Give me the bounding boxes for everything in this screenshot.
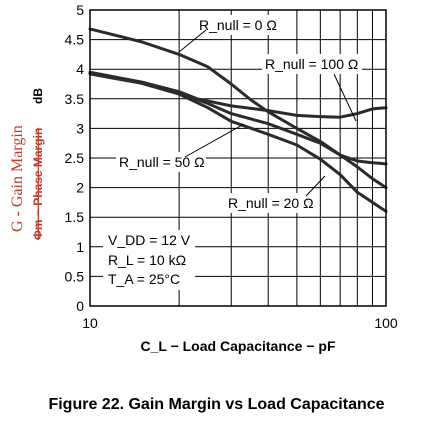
condition-rl: R_L = 10 kΩ: [108, 252, 186, 268]
condition-ta: T_A = 25°C: [108, 271, 180, 287]
y-tick-label: 0.5: [65, 268, 85, 284]
x-axis-label: C_L − Load Capacitance − pF: [140, 338, 335, 354]
r50-leader: [184, 123, 245, 158]
y-tick-label: 4.5: [65, 32, 85, 48]
plot-frame: [89, 9, 387, 307]
x-tick-label: 100: [374, 315, 398, 331]
y-tick-label: 1.5: [65, 209, 85, 225]
y-tick-label: 2: [76, 180, 84, 196]
x-tick-label: 10: [82, 315, 98, 331]
series-line: [88, 27, 388, 166]
series-lines: [88, 27, 388, 213]
y-tick-label: 5: [76, 2, 84, 18]
r20-label: R_null = 20 Ω: [228, 195, 314, 211]
y-tick-label: 0: [76, 298, 84, 314]
r100-label-box: [262, 54, 362, 74]
r20-label-box: [225, 193, 313, 213]
gain-margin-chart: 0 0.5 1 1.5 2 2.5 3 3.5 4 4.5 5 10 100 R_null = 0 Ω…: [9, 2, 398, 354]
r100-leader: [333, 73, 357, 122]
annotations: R_null = 0 Ω R_null = 100 Ω R_null = 50 …: [108, 17, 358, 287]
condition-vdd: V_DD = 12 V: [108, 232, 191, 248]
r0-label: R_null = 0 Ω: [199, 17, 277, 33]
y-tick-label: 4: [76, 61, 84, 77]
leader-lines: [178, 29, 357, 197]
label-boxes: [103, 15, 362, 290]
y-axis-label-phase: Φm − Phase Margin: [31, 128, 45, 240]
x-tick-labels: 10 100: [82, 315, 398, 331]
y-tick-label: 3: [76, 120, 84, 136]
y-axis-label-unit: dB: [31, 88, 45, 104]
r0-label-box: [196, 15, 276, 35]
y-axis-labels: G - Gain Margin Φm − Phase Margin dB: [9, 88, 45, 240]
y-tick-labels: 0 0.5 1 1.5 2 2.5 3 3.5 4 4.5 5: [65, 2, 85, 314]
conditions-box: [103, 230, 195, 290]
y-tick-label: 1: [76, 239, 84, 255]
r0-leader: [178, 29, 207, 53]
y-tick-label: 2.5: [65, 150, 85, 166]
r20-leader: [305, 175, 326, 197]
y-axis-label-gain: G - Gain Margin: [9, 125, 26, 232]
figure-caption: Figure 22. Gain Margin vs Load Capacitan…: [48, 396, 385, 413]
r50-label-box: [116, 152, 206, 172]
r100-label: R_null = 100 Ω: [265, 56, 358, 72]
r50-label: R_null = 50 Ω: [119, 154, 205, 170]
series-line: [88, 72, 388, 213]
y-tick-label: 3.5: [65, 91, 85, 107]
